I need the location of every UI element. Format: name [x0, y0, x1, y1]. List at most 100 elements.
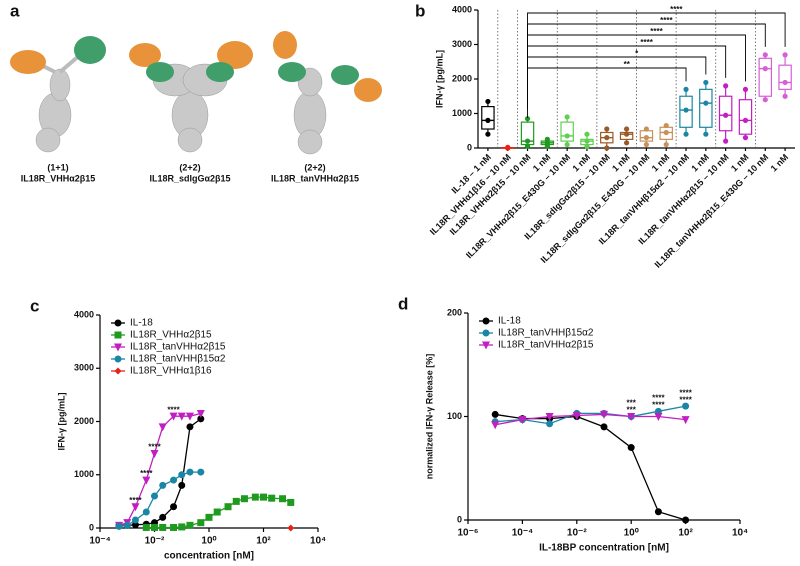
fit-line	[495, 413, 686, 426]
marker	[197, 468, 205, 476]
marker	[723, 112, 729, 118]
x-tick-label: 10⁻⁴	[89, 536, 110, 547]
marker	[240, 495, 248, 503]
structure-3	[273, 31, 382, 155]
y-axis-title: IFN-γ [pg/mL]	[56, 393, 66, 451]
fit-line	[119, 418, 202, 526]
x-tick-label: 10⁻⁶	[457, 528, 478, 539]
marker	[584, 138, 590, 144]
marker	[196, 410, 205, 419]
marker	[604, 126, 610, 132]
legend-label: IL18R_tanVHHα2β15	[498, 340, 594, 351]
y-axis-title: IFN-γ [pg/mL]	[434, 50, 444, 108]
marker	[682, 516, 690, 524]
panel-label: d	[398, 294, 408, 313]
marker	[131, 521, 139, 529]
box	[758, 57, 773, 97]
box	[560, 121, 574, 142]
x-tick-label: 10⁰	[624, 528, 639, 539]
marker	[683, 107, 689, 113]
x-tick-label: 10⁰	[201, 536, 216, 547]
y-tick-label: 2000	[452, 73, 472, 83]
marker	[186, 468, 194, 476]
comparison-bracket	[527, 12, 786, 73]
box	[738, 99, 753, 135]
marker	[142, 476, 151, 485]
structure-name: IL18R_sdIgGα2β15	[149, 173, 230, 183]
legend-label: IL18R_VHHα1β16	[130, 366, 212, 377]
panel-label: c	[30, 296, 39, 315]
comparison-bracket	[527, 56, 707, 109]
x-tick-label: 10²	[256, 536, 271, 547]
marker	[627, 444, 635, 452]
structure-name: IL18R_tanVHHα2β15	[271, 173, 359, 183]
marker	[142, 523, 150, 531]
marker	[654, 413, 663, 421]
significance: ****	[679, 388, 692, 397]
y-tick-label: 1000	[74, 469, 94, 479]
structure-1	[10, 36, 106, 153]
significance: *	[635, 49, 639, 58]
y-axis-title: normalized IFN-γ Release [%]	[424, 354, 434, 480]
marker	[545, 413, 554, 421]
structure-2	[129, 41, 253, 153]
marker	[524, 138, 531, 144]
significance: ****	[640, 38, 653, 47]
fit-line	[118, 471, 201, 528]
marker	[485, 131, 491, 137]
significance: ****	[660, 16, 673, 25]
comparison-bracket	[527, 23, 766, 82]
box	[481, 105, 495, 130]
y-tick-label: 2000	[74, 416, 94, 426]
x-tick-label: 10⁻⁴	[512, 528, 533, 539]
panel-label: b	[415, 1, 425, 20]
marker	[524, 116, 531, 122]
marker	[260, 493, 267, 501]
marker	[186, 423, 194, 431]
significance: ****	[167, 405, 180, 414]
box	[699, 88, 713, 128]
comparison-bracket	[527, 67, 687, 118]
marker	[279, 495, 287, 503]
x-tick-label: IL18R_VHHα2β15 – 10 nM	[448, 152, 533, 237]
marker	[723, 83, 729, 89]
marker	[505, 144, 511, 150]
marker	[205, 513, 213, 521]
marker	[683, 86, 689, 92]
y-tick-label: 3000	[74, 363, 94, 373]
y-tick-label: 0	[89, 522, 94, 532]
marker	[546, 420, 554, 428]
y-tick-label: 1000	[452, 108, 472, 118]
y-tick-label: 0	[457, 514, 462, 524]
marker	[518, 416, 527, 425]
y-tick-label: 0	[467, 142, 472, 152]
x-axis-title: concentration [nM]	[164, 551, 254, 562]
significance: ****	[140, 469, 153, 478]
marker	[782, 79, 788, 86]
marker	[131, 503, 140, 512]
marker	[115, 522, 123, 530]
marker	[564, 133, 570, 139]
marker	[782, 93, 788, 99]
marker	[584, 143, 590, 149]
marker	[150, 449, 159, 458]
marker	[287, 498, 295, 506]
x-axis-title: IL-18BP concentration [nM]	[539, 543, 669, 554]
legend-label: IL-18	[498, 316, 521, 327]
x-tick-label: 10²	[678, 528, 693, 539]
marker	[643, 126, 650, 132]
marker	[663, 129, 669, 136]
marker	[682, 402, 690, 410]
marker	[151, 492, 158, 500]
structure-valency: (2+2)	[304, 162, 325, 172]
marker	[170, 476, 178, 484]
marker	[131, 516, 139, 524]
marker	[268, 494, 276, 502]
marker	[742, 117, 749, 123]
marker	[564, 141, 570, 148]
marker	[186, 521, 194, 529]
structure-valency: (1+1)	[47, 162, 68, 172]
marker	[643, 135, 650, 141]
marker	[683, 131, 689, 137]
marker	[762, 52, 768, 58]
